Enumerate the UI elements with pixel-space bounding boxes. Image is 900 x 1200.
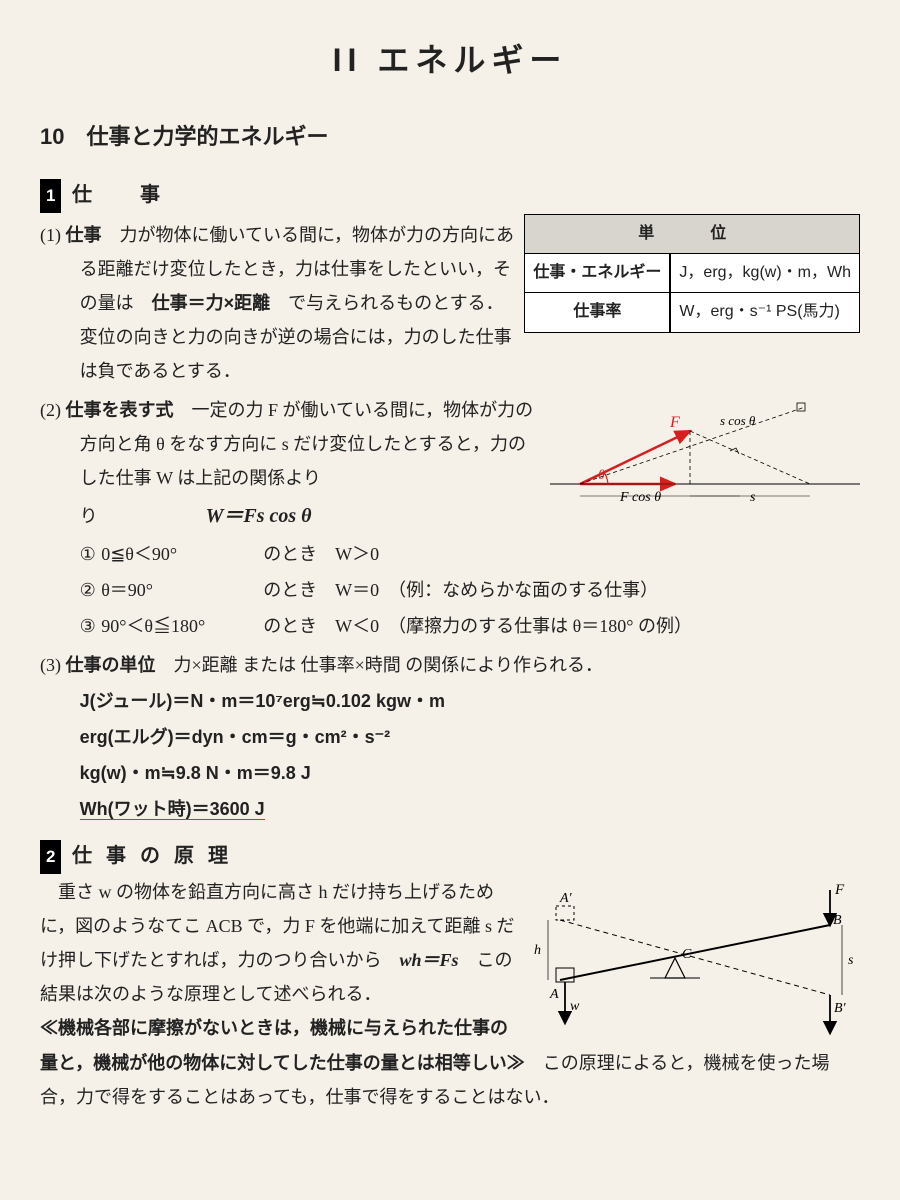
item-3: (3) 仕事の単位 力×距離 または 仕事率×時間 の関係により作られる． xyxy=(40,648,860,682)
d2-C: C xyxy=(682,947,692,962)
item3-head: 仕事の単位 xyxy=(66,655,156,675)
item1-bold: 仕事＝力×距離 xyxy=(152,293,271,313)
item3-num: (3) xyxy=(40,655,61,675)
d2-s: s xyxy=(848,953,854,968)
item2-formula: W＝Fs cos θ xyxy=(206,505,312,527)
section-number: 10 xyxy=(40,124,64,149)
chapter-name: エネルギー xyxy=(377,42,567,78)
subsection-1-header: 1 仕 事 xyxy=(40,176,860,214)
sub1-title: 仕 事 xyxy=(72,184,174,206)
unit-4: Wh(ワット時)＝3600 J xyxy=(40,792,860,826)
d2-h: h xyxy=(534,943,541,958)
d2-Bp: B' xyxy=(834,1001,847,1016)
sub1-marker: 1 xyxy=(40,179,61,213)
sub2-title: 仕事の原理 xyxy=(72,845,242,867)
units-header: 単 位 xyxy=(525,214,860,253)
unit-1: J(ジュール)＝N・m＝10⁷erg≒0.102 kgw・m xyxy=(40,684,860,718)
cond-3: ③90°＜θ≦180°のとき W＜0 （摩擦力のする仕事は θ＝180° の例） xyxy=(40,609,860,643)
diag1-theta: θ xyxy=(598,468,605,483)
force-vector-diagram: θ F F cos θ s cos θ s xyxy=(550,389,860,509)
d2-w: w xyxy=(570,999,580,1014)
item2-head: 仕事を表す式 xyxy=(66,400,174,420)
subsection-2-header: 2 仕事の原理 xyxy=(40,837,860,875)
sub2-marker: 2 xyxy=(40,840,61,874)
chapter-number: II xyxy=(333,42,363,78)
diag1-s: s xyxy=(750,490,756,505)
sub2-eq: wh＝Fs xyxy=(399,950,458,970)
item1-head: 仕事 xyxy=(66,225,102,245)
units-row1-head: 仕事・エネルギー xyxy=(525,253,671,292)
item1-num: (1) xyxy=(40,225,61,245)
d2-A: A xyxy=(549,987,559,1002)
diag1-scos: s cos θ xyxy=(720,413,756,428)
d2-Ap: A' xyxy=(559,891,573,906)
units-row1-val: J，erg，kg(w)・m，Wh xyxy=(670,253,859,292)
section-title: 仕事と力学的エネルギー xyxy=(87,124,329,149)
section-header: 10 仕事と力学的エネルギー xyxy=(40,116,860,158)
cond-1: ①0≦θ＜90°のとき W＞0 xyxy=(40,537,860,571)
sub2-principle: ≪機械各部に摩擦がないときは，機械に与えられた仕事の量と，機械が他の物体に対して… xyxy=(40,1018,525,1072)
item2-num: (2) xyxy=(40,400,61,420)
unit-3: kg(w)・m≒9.8 N・m＝9.8 J xyxy=(40,756,860,790)
units-row2-head: 仕事率 xyxy=(525,293,671,332)
lever-diagram: A' A B B' C F w h s xyxy=(530,880,860,1040)
unit-2: erg(エルグ)＝dyn・cm＝g・cm²・s⁻² xyxy=(40,720,860,754)
d2-F: F xyxy=(834,882,845,898)
diag1-F: F xyxy=(669,414,680,431)
units-row2-val: W，erg・s⁻¹ PS(馬力) xyxy=(670,293,859,332)
cond-2: ②θ＝90°のとき W＝0 （例：なめらかな面のする仕事） xyxy=(40,573,860,607)
chapter-title: II エネルギー xyxy=(40,30,860,91)
units-table: 単 位 仕事・エネルギー J，erg，kg(w)・m，Wh 仕事率 W，erg・… xyxy=(524,214,860,333)
d2-B: B xyxy=(833,913,842,928)
item3-body: 力×距離 または 仕事率×時間 の関係により作られる． xyxy=(156,655,603,675)
diag1-Fcos: F cos θ xyxy=(619,490,661,505)
